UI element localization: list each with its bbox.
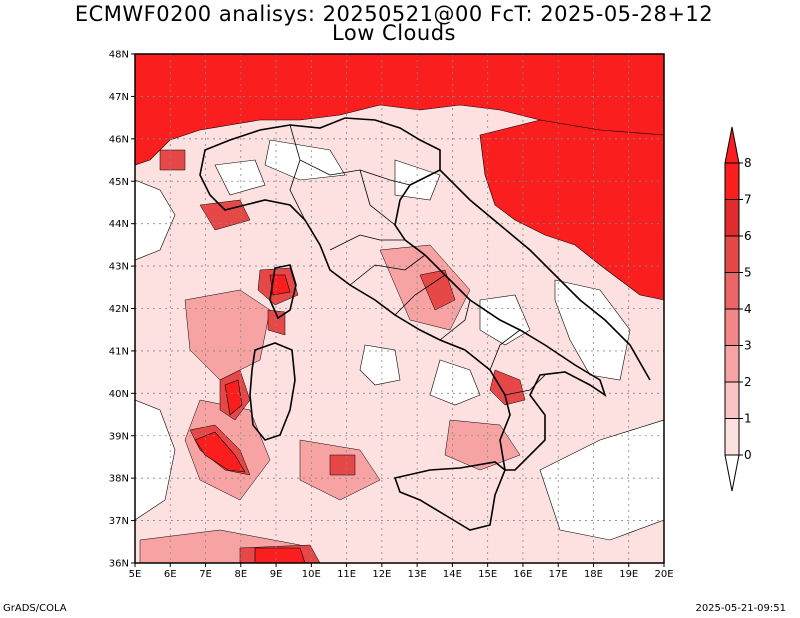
lat-tick-label: 46N (109, 134, 129, 145)
cloud-field (135, 54, 664, 563)
colorbar-segment (724, 418, 740, 456)
lon-tick-label: 16E (513, 569, 532, 580)
lon-tick-label: 12E (372, 569, 391, 580)
colorbar-label: 3 (744, 339, 752, 353)
colorbar-segment (724, 345, 740, 383)
colorbar: 0 1 2 3 4 5 6 7 8 (724, 126, 752, 492)
lon-tick-label: 7E (199, 569, 212, 580)
lat-tick-label: 40N (109, 389, 129, 400)
lat-lon-grid (135, 54, 664, 563)
italy-coastline (199, 117, 607, 471)
lon-tick-label: 11E (337, 569, 356, 580)
map-subtitle: Low Clouds (332, 21, 456, 45)
region-borders (289, 124, 546, 396)
lat-tick-label: 42N (109, 304, 129, 315)
lat-tick-label: 43N (109, 262, 129, 273)
colorbar-segment (724, 235, 740, 273)
colorbar-segment (724, 308, 740, 346)
lon-tick-label: 10E (302, 569, 321, 580)
lat-tick-label: 36N (109, 559, 129, 570)
lon-tick-label: 14E (443, 569, 462, 580)
lat-tick-label: 39N (109, 431, 129, 442)
heavy-areas (135, 54, 664, 563)
map-title: ECMWF0200 analisys: 20250521@00 FcT: 202… (74, 2, 714, 26)
lat-tick-label: 44N (109, 219, 129, 230)
lon-tick-label: 15E (478, 569, 497, 580)
adriatic-east-coast (439, 169, 651, 381)
corsica-coastline (269, 264, 297, 320)
lon-tick-label: 19E (619, 569, 638, 580)
lon-tick-label: 13E (408, 569, 427, 580)
colorbar-label: 1 (744, 412, 752, 426)
colorbar-segment (724, 162, 740, 200)
sicily-coastline (393, 461, 506, 531)
lon-tick-label: 20E (654, 569, 673, 580)
colorbar-label: 0 (744, 448, 752, 462)
colorbar-under-arrow (724, 454, 740, 492)
colorbar-segment (724, 381, 740, 419)
colorbar-segment (724, 272, 740, 310)
lon-tick-label: 9E (270, 569, 283, 580)
footer-timestamp: 2025-05-21-09:51 (695, 603, 786, 614)
lon-tick-label: 8E (234, 569, 247, 580)
lon-tick-label: 17E (549, 569, 568, 580)
lat-tick-label: 41N (109, 346, 129, 357)
colorbar-label: 7 (744, 193, 752, 207)
lon-tick-label: 6E (164, 569, 177, 580)
sardinia-coastline (249, 342, 296, 441)
colorbar-over-arrow (724, 126, 740, 164)
lat-tick-label: 37N (109, 516, 129, 527)
colorbar-label: 5 (744, 266, 752, 280)
colorbar-label: 6 (744, 229, 752, 243)
clear-areas (135, 139, 664, 541)
lon-tick-label: 5E (129, 569, 142, 580)
colorbar-label: 8 (744, 156, 752, 170)
colorbar-segment (724, 199, 740, 237)
footer-credit: GrADS/COLA (3, 603, 67, 614)
colorbar-label: 4 (744, 302, 752, 316)
lat-tick-label: 47N (109, 92, 129, 103)
colorbar-label: 2 (744, 375, 752, 389)
axes: 5E 6E 7E 8E 9E 10E 11E 12E 13E 14E 15E 16E 17E 18E 19E… (109, 50, 674, 581)
lat-tick-label: 38N (109, 474, 129, 485)
coastlines-borders (199, 117, 651, 531)
lon-tick-label: 18E (584, 569, 603, 580)
lat-tick-label: 48N (109, 50, 129, 61)
lat-tick-label: 45N (109, 177, 129, 188)
